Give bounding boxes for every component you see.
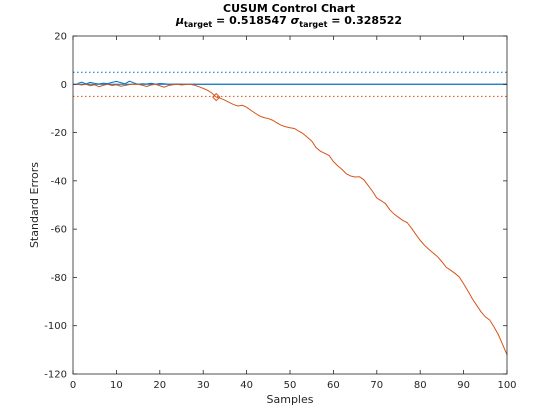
mu-symbol: μ bbox=[175, 14, 184, 27]
marks-layer bbox=[73, 71, 508, 355]
x-tick-label: 20 bbox=[153, 380, 166, 391]
x-tick-label: 30 bbox=[197, 380, 210, 391]
upper-cusum-line bbox=[77, 80, 507, 85]
y-tick-label: -100 bbox=[44, 321, 67, 332]
x-tick-label: 50 bbox=[284, 380, 297, 391]
x-tick-label: 40 bbox=[240, 380, 253, 391]
ticks-layer: 0 10 20 30 40 50 60 70 80 90 100 -120 -100 -80 -60 -40 -… bbox=[44, 32, 516, 392]
y-tick-label: 0 bbox=[61, 80, 67, 91]
lower-cusum-line bbox=[77, 83, 508, 355]
y-tick-label: -40 bbox=[51, 176, 67, 187]
x-tick-label: 10 bbox=[110, 380, 123, 391]
y-tick-label: -120 bbox=[44, 370, 67, 381]
mu-subscript: target bbox=[184, 20, 212, 29]
x-tick-label: 100 bbox=[497, 380, 516, 391]
x-tick-label: 70 bbox=[370, 380, 383, 391]
y-axis-label: Standard Errors bbox=[28, 162, 41, 248]
sigma-symbol: σ bbox=[291, 14, 300, 27]
out-of-control-marker bbox=[212, 92, 221, 102]
sigma-value: = 0.328522 bbox=[327, 14, 402, 27]
sigma-subscript: target bbox=[299, 20, 327, 29]
x-tick-label: 60 bbox=[327, 380, 340, 391]
chart-subtitle: μtarget = 0.518547 σtarget = 0.328522 bbox=[175, 14, 402, 29]
y-tick-label: -20 bbox=[51, 128, 67, 139]
y-tick-label: -80 bbox=[51, 273, 67, 284]
plot-area bbox=[73, 36, 507, 374]
x-tick-label: 90 bbox=[457, 380, 470, 391]
x-tick-label: 80 bbox=[414, 380, 427, 391]
x-tick-label: 0 bbox=[70, 380, 76, 391]
mu-value: = 0.518547 bbox=[212, 14, 290, 27]
x-axis-label: Samples bbox=[267, 393, 314, 406]
y-tick-label: -60 bbox=[51, 225, 67, 236]
chart-title: CUSUM Control Chart bbox=[223, 2, 355, 15]
y-tick-label: 20 bbox=[54, 32, 67, 43]
